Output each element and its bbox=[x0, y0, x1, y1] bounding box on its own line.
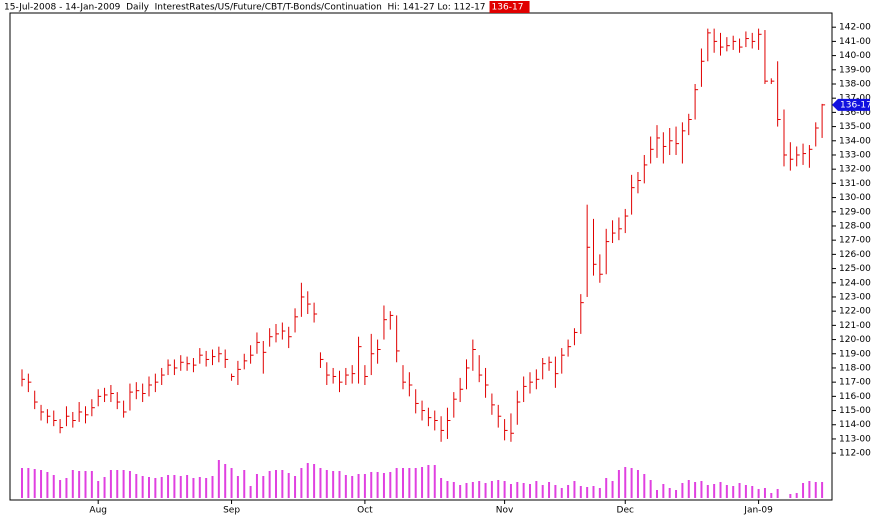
chart-title: 15-Jul-2008 - 14-Jan-2009 Daily Interest… bbox=[4, 3, 486, 13]
plot-frame bbox=[9, 12, 833, 501]
y-tick-label: 139-00 bbox=[839, 65, 871, 75]
x-tick-label: Aug bbox=[89, 506, 107, 516]
y-tick-label: 127-00 bbox=[839, 236, 871, 246]
y-tick-label: 118-00 bbox=[839, 363, 871, 373]
x-tick-label: Sep bbox=[223, 506, 240, 516]
y-tick-label: 142-00 bbox=[839, 23, 871, 33]
y-tick-label: 135-00 bbox=[839, 122, 871, 132]
y-tick-label: 133-00 bbox=[839, 150, 871, 160]
y-tick-label: 132-00 bbox=[839, 165, 871, 175]
y-tick-label: 121-00 bbox=[839, 321, 871, 331]
y-tick-label: 124-00 bbox=[839, 278, 871, 288]
y-tick-label: 136-00 bbox=[839, 108, 871, 118]
y-tick-label: 123-00 bbox=[839, 292, 871, 302]
y-tick-label: 137-00 bbox=[839, 94, 871, 104]
y-tick-label: 120-00 bbox=[839, 335, 871, 345]
x-tick-label: Nov bbox=[496, 506, 514, 516]
y-tick-label: 112-00 bbox=[839, 449, 871, 459]
y-tick-label: 125-00 bbox=[839, 264, 871, 274]
y-tick-label: 117-00 bbox=[839, 378, 871, 388]
last-price-label: 136-17 bbox=[492, 3, 524, 13]
y-tick-label: 134-00 bbox=[839, 136, 871, 146]
y-tick-label: 128-00 bbox=[839, 221, 871, 231]
y-tick-label: 116-00 bbox=[839, 392, 871, 402]
x-tick-label: Oct bbox=[357, 506, 373, 516]
y-tick-label: 113-00 bbox=[839, 434, 871, 444]
y-tick-label: 141-00 bbox=[839, 37, 871, 47]
y-tick-label: 115-00 bbox=[839, 406, 871, 416]
y-tick-label: 140-00 bbox=[839, 51, 871, 61]
y-tick-label: 130-00 bbox=[839, 193, 871, 203]
last-price-marker bbox=[832, 98, 870, 111]
last-price-axis-label: 136-17 bbox=[840, 100, 872, 110]
y-tick-label: 126-00 bbox=[839, 250, 871, 260]
x-tick-label: Dec bbox=[617, 506, 634, 516]
y-tick-label: 129-00 bbox=[839, 207, 871, 217]
y-tick-label: 114-00 bbox=[839, 420, 871, 430]
y-tick-label: 138-00 bbox=[839, 79, 871, 89]
y-tick-label: 122-00 bbox=[839, 307, 871, 317]
y-tick-label: 119-00 bbox=[839, 349, 871, 359]
y-tick-label: 131-00 bbox=[839, 179, 871, 189]
x-tick-label: Jan-09 bbox=[743, 506, 773, 516]
last-price-box bbox=[489, 1, 530, 13]
